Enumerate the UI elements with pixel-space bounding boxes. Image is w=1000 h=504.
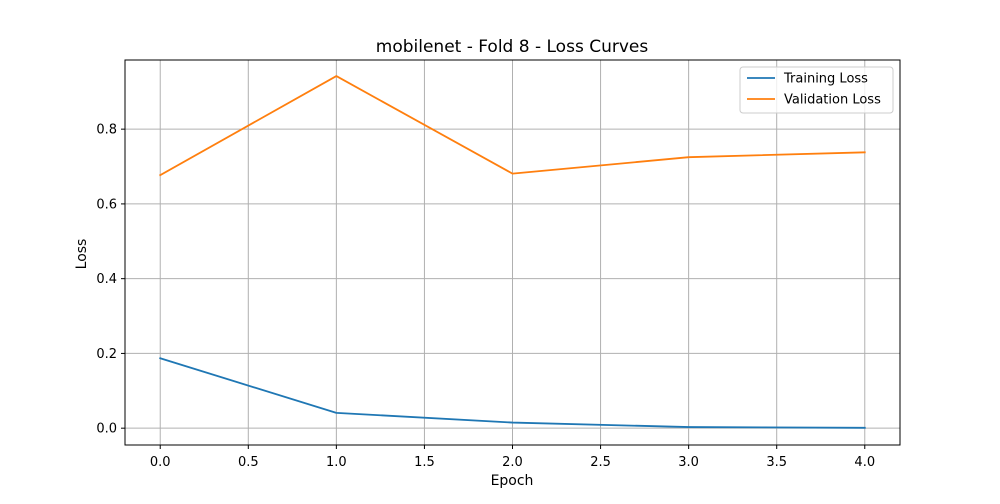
y-axis-label: Loss [74,239,90,270]
legend-label-training-loss: Training Loss [783,72,868,87]
axis-ticks: 0.0 0.5 1.0 1.5 2.0 2.5 3.0 3.5 4.0 0.0 0.2 0.4 0.6 0… [96,123,875,470]
x-axis-label: Epoch [491,473,534,489]
x-tick-label: 3.5 [766,455,787,470]
x-tick-label: 0.5 [238,455,259,470]
x-tick-label: 2.0 [502,455,523,470]
y-tick-label: 0.6 [96,197,117,212]
y-tick-label: 0.8 [96,123,117,138]
y-tick-label: 0.2 [96,347,117,362]
legend-box [739,66,894,114]
y-tick-label: 0.0 [96,422,117,437]
x-tick-label: 1.0 [326,455,347,470]
x-tick-label: 1.5 [414,455,435,470]
chart-title: mobilenet - Fold 8 - Loss Curves [376,37,649,57]
legend-entries: Training Loss Validation Loss [747,72,881,108]
series-lines [159,75,866,429]
series-line-training-loss [159,357,866,429]
legend: Training Loss Validation Loss [739,66,894,114]
x-tick-label: 3.0 [678,455,699,470]
series-line-validation-loss [159,75,866,177]
x-tick-label: 2.5 [590,455,611,470]
legend-label-validation-loss: Validation Loss [784,93,881,108]
x-tick-label: 4.0 [854,455,875,470]
y-tick-label: 0.4 [96,272,117,287]
x-tick-label: 0.0 [150,455,171,470]
